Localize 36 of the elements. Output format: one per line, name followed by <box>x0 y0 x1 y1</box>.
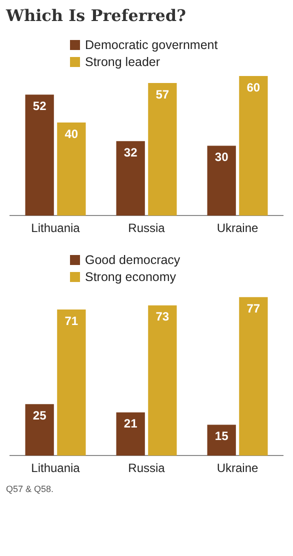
data-label: 40 <box>64 126 78 141</box>
bar <box>25 94 54 216</box>
data-label: 32 <box>124 145 138 160</box>
bar <box>207 424 236 456</box>
bar <box>25 404 54 456</box>
data-label: 71 <box>64 314 78 328</box>
x-tick-label: Russia <box>128 461 166 476</box>
data-label: 52 <box>32 98 47 113</box>
bar <box>239 76 268 216</box>
data-label: 60 <box>246 80 260 94</box>
x-tick-label: Russia <box>128 221 166 236</box>
x-tick-label: Lithuania <box>31 461 80 476</box>
chart-title: Which Is Preferred? <box>4 5 187 27</box>
x-tick-label: Ukraine <box>216 221 258 236</box>
bar <box>57 122 86 216</box>
bar <box>57 310 86 456</box>
data-label: 15 <box>214 429 229 444</box>
legend-label: Strong leader <box>85 55 160 69</box>
x-tick-label: Lithuania <box>31 221 80 236</box>
data-label: 21 <box>124 416 138 431</box>
text: Q57 & Q58. <box>5 483 55 496</box>
bar <box>207 146 236 216</box>
bar <box>148 82 177 216</box>
data-label: 57 <box>156 87 170 102</box>
data-label: 73 <box>156 310 170 324</box>
bar <box>148 305 177 456</box>
bar <box>239 297 268 456</box>
x-tick-label: Ukraine <box>216 461 258 476</box>
data-label: 30 <box>214 150 229 164</box>
bar <box>116 412 145 456</box>
data-label: 77 <box>246 301 260 316</box>
legend-label: Strong economy <box>85 270 176 284</box>
bar <box>116 141 145 216</box>
data-label: 25 <box>32 408 47 422</box>
legend-label: Democratic government <box>85 38 218 52</box>
legend-label: Good democracy <box>85 253 180 267</box>
